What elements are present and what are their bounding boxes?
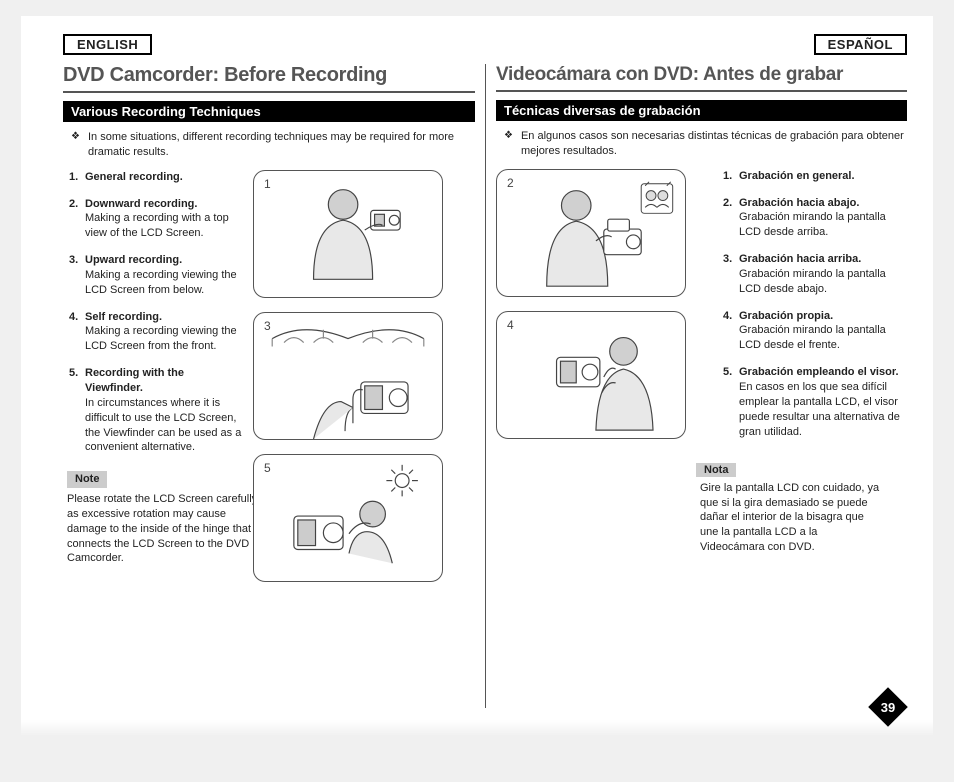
lang-tag-english: ENGLISH (63, 34, 152, 55)
list-item: Recording with the Viewfinder.In circums… (69, 366, 243, 455)
item-title: Recording with the Viewfinder. (85, 367, 184, 394)
figure-2-svg (497, 170, 685, 296)
heading-left: DVD Camcorder: Before Recording (63, 64, 475, 93)
item-desc: Making a recording viewing the LCD Scree… (85, 268, 243, 298)
item-title: Downward recording. (85, 198, 197, 210)
figure-number: 5 (264, 461, 271, 475)
list-item: Grabación empleando el visor. En casos en… (723, 365, 907, 439)
bullet-icon: ❖ (71, 130, 80, 160)
figure-number: 3 (264, 319, 271, 333)
heading-right: Videocámara con DVD: Antes de grabar (496, 64, 907, 92)
figure-number: 1 (264, 177, 271, 191)
item-desc: Grabación mirando la pantalla LCD desde … (739, 323, 907, 353)
figure-3-svg (254, 313, 442, 439)
item-title: Grabación hacia abajo. (739, 197, 859, 209)
page-number-value: 39 (869, 688, 907, 726)
list-item: Self recording.Making a recording viewin… (69, 310, 243, 355)
intro-text-left: In some situations, different recording … (88, 130, 475, 160)
item-desc: Grabación mirando la pantalla LCD desde … (739, 267, 907, 297)
note-text-left: Please rotate the LCD Screen carefully a… (63, 492, 263, 566)
item-title: General recording. (85, 171, 183, 183)
figure-4: 4 (496, 311, 686, 439)
list-item: Upward recording. Making a recording view… (69, 253, 243, 298)
page-shadow (21, 720, 933, 736)
list-item: General recording. (69, 170, 243, 185)
list-item: Grabación en general. (723, 169, 907, 184)
item-desc: In circumstances where it is difficult t… (85, 396, 243, 455)
note-block-right: Nota Gire la pantalla LCD con cuidado, y… (496, 459, 907, 555)
item-title: Upward recording. (85, 254, 182, 266)
figure-number: 2 (507, 176, 514, 190)
figure-4-svg (497, 312, 685, 438)
intro-right: ❖ En algunos casos son necesarias distin… (496, 129, 907, 159)
note-label-left: Note (67, 471, 107, 488)
item-title: Grabación empleando el visor. (739, 366, 899, 378)
list-item: Downward recording.Making a recording wi… (69, 197, 243, 242)
bullet-icon: ❖ (504, 129, 513, 159)
figures-right: 2 (496, 169, 717, 453)
body-row-right: 2 (496, 169, 907, 453)
list-item: Grabación propia.Grabación mirando la pa… (723, 309, 907, 354)
figures-left: 1 (243, 170, 475, 596)
language-row: ENGLISH ESPAÑOL (63, 34, 907, 56)
item-title: Grabación hacia arriba. (739, 253, 861, 265)
figure-5: 5 (253, 454, 443, 582)
item-desc: Making a recording with a top view of th… (85, 211, 243, 241)
manual-page: ENGLISH ESPAÑOL DVD Camcorder: Before Re… (21, 16, 933, 736)
item-title: Grabación en general. (739, 170, 855, 182)
item-desc: En casos en los que sea difícil emplear … (739, 380, 907, 439)
figure-number: 4 (507, 318, 514, 332)
list-item: Grabación hacia arriba. Grabación mirando… (723, 252, 907, 297)
subhead-right: Técnicas diversas de grabación (496, 100, 907, 121)
figure-1: 1 (253, 170, 443, 298)
body-row-left: General recording. Downward recording.Ma… (63, 170, 475, 596)
figure-5-svg (254, 455, 442, 581)
item-title: Self recording. (85, 311, 162, 323)
note-text-right: Gire la pantalla LCD con cuidado, ya que… (696, 481, 886, 555)
columns: DVD Camcorder: Before Recording Various … (63, 64, 907, 708)
lang-tag-spanish: ESPAÑOL (814, 34, 907, 55)
page-number: 39 (869, 688, 907, 726)
intro-text-right: En algunos casos son necesarias distinta… (521, 129, 907, 159)
note-label-right: Nota (696, 463, 736, 477)
figure-1-svg (254, 171, 442, 297)
subhead-left: Various Recording Techniques (63, 101, 475, 122)
column-english: DVD Camcorder: Before Recording Various … (63, 64, 485, 708)
item-title: Grabación propia. (739, 310, 833, 322)
figure-3: 3 (253, 312, 443, 440)
item-desc: Grabación mirando la pantalla LCD desde … (739, 210, 907, 240)
list-left: General recording. Downward recording.Ma… (63, 170, 243, 596)
item-desc: Making a recording viewing the LCD Scree… (85, 324, 243, 354)
column-spanish: Videocámara con DVD: Antes de grabar Téc… (485, 64, 907, 708)
figure-2: 2 (496, 169, 686, 297)
list-item: Grabación hacia abajo.Grabación mirando … (723, 196, 907, 241)
intro-left: ❖ In some situations, different recordin… (63, 130, 475, 160)
list-right: Grabación en general. Grabación hacia ab… (717, 169, 907, 453)
